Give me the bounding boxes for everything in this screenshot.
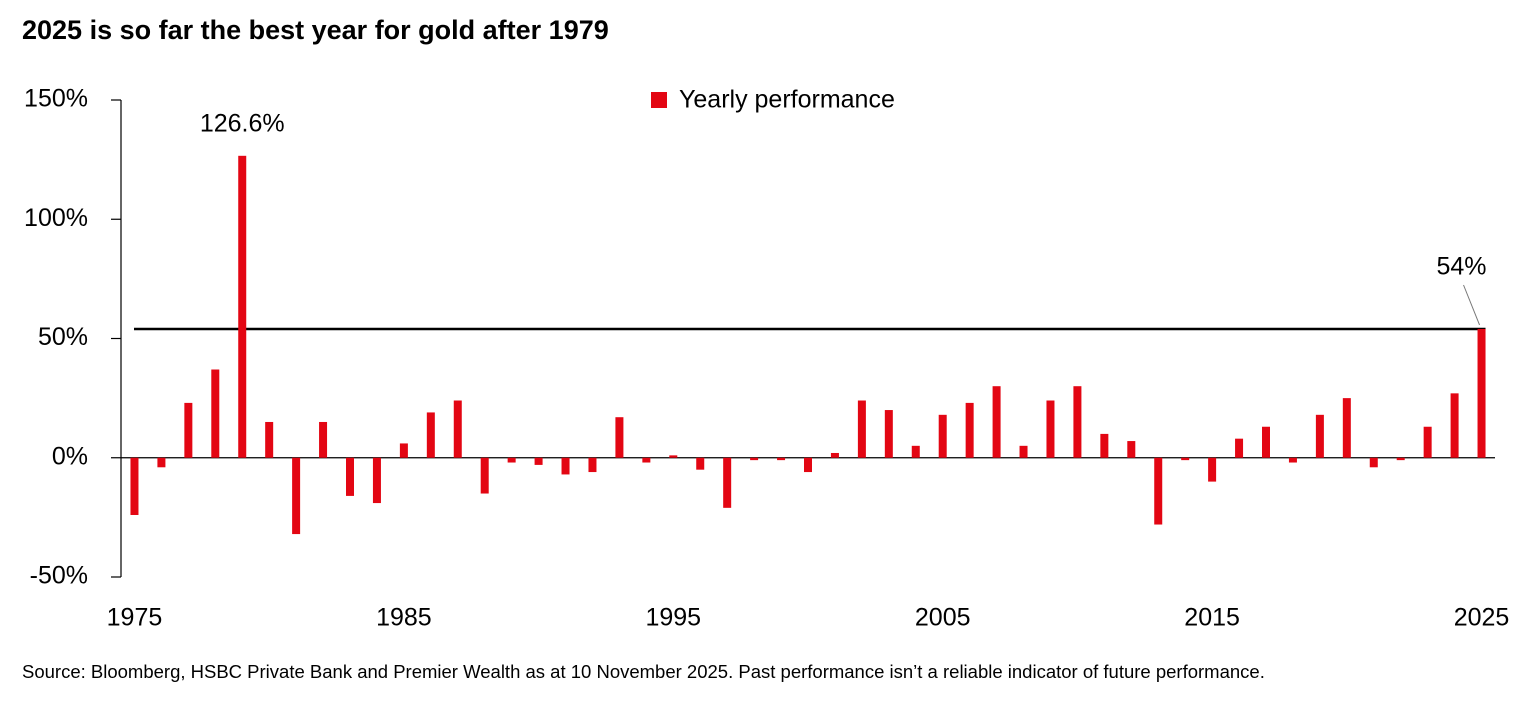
bar <box>777 457 786 461</box>
bar <box>1396 457 1405 461</box>
x-tick-label: 2015 <box>1184 604 1240 632</box>
legend-swatch <box>651 92 667 108</box>
bar <box>1019 445 1028 458</box>
bar <box>1369 457 1378 468</box>
bar <box>1181 457 1190 461</box>
bar <box>157 457 166 468</box>
bar <box>1100 433 1109 458</box>
bar <box>507 457 516 463</box>
bar <box>1046 400 1055 458</box>
bar <box>1235 438 1244 458</box>
bar <box>588 457 597 473</box>
y-tick-label: 50% <box>38 323 88 351</box>
bar <box>857 400 866 458</box>
bar <box>265 421 274 458</box>
bar <box>1315 414 1324 458</box>
bar <box>750 457 759 461</box>
bar <box>1477 328 1486 458</box>
bar <box>965 402 974 458</box>
bar <box>130 457 139 515</box>
bar <box>1423 426 1432 458</box>
bar <box>346 457 354 496</box>
bar <box>1450 393 1459 458</box>
value-label: 54% <box>1437 253 1487 281</box>
bar <box>830 452 839 458</box>
bar <box>884 410 893 458</box>
bar <box>938 414 947 458</box>
y-tick-label: 100% <box>24 204 88 232</box>
bar <box>696 457 705 470</box>
bar <box>642 457 651 463</box>
bar <box>669 455 678 458</box>
bar <box>1127 441 1136 458</box>
bar <box>238 155 247 458</box>
y-tick-label: 150% <box>24 85 88 113</box>
bar <box>184 402 193 458</box>
bar <box>426 412 435 458</box>
bar <box>1154 457 1163 525</box>
bar <box>615 417 624 458</box>
bar <box>1262 426 1270 458</box>
x-tick-label: 2025 <box>1454 604 1510 632</box>
x-tick-label: 1995 <box>645 604 701 632</box>
x-tick-label: 1985 <box>376 604 432 632</box>
chart-title: 2025 is so far the best year for gold af… <box>22 15 609 45</box>
y-tick-label: 0% <box>52 442 88 470</box>
x-tick-label: 2005 <box>915 604 971 632</box>
y-tick-label: -50% <box>30 562 88 590</box>
x-tick-label: 1975 <box>107 604 163 632</box>
leader-line <box>1463 284 1480 326</box>
bar <box>561 457 570 475</box>
bar <box>804 457 812 473</box>
value-label: 126.6% <box>200 109 285 137</box>
bar <box>1342 398 1351 458</box>
bar <box>211 369 220 458</box>
legend-label: Yearly performance <box>679 86 895 114</box>
bar <box>1208 457 1217 482</box>
bar <box>723 457 732 508</box>
bar <box>319 421 328 458</box>
bar <box>480 457 489 494</box>
bar <box>992 386 1001 458</box>
bar <box>911 445 920 458</box>
bar <box>399 443 408 458</box>
bar <box>372 457 381 504</box>
source-note: Source: Bloomberg, HSBC Private Bank and… <box>22 661 1265 682</box>
bar <box>1288 457 1297 463</box>
bar <box>1073 386 1082 458</box>
bar <box>453 400 462 458</box>
bar <box>534 457 543 465</box>
bar <box>292 457 301 535</box>
